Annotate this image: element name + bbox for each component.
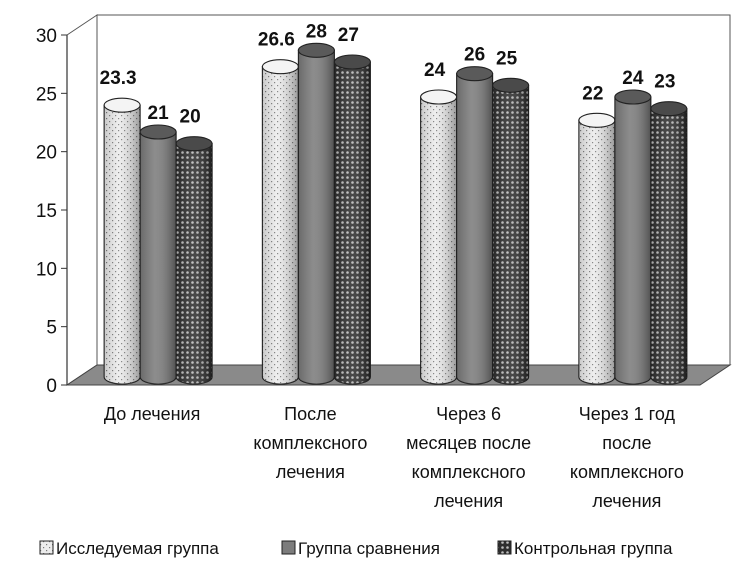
bar-shading [298,50,335,384]
bar-s1-c1 [103,97,141,385]
value-label-s2-c2: 28 [306,21,327,42]
legend-item-3: Контрольная группа [497,539,673,558]
legend-label: Группа сравнения [298,539,440,558]
y-tick-label: 25 [36,84,57,105]
y-tick-label: 15 [36,201,57,222]
bar-shading [614,97,651,384]
legend-item-1: Исследуемая группа [39,539,219,558]
legend-swatch [39,540,54,555]
bar-shading [176,143,213,384]
bar-top [578,112,616,128]
legend-label: Исследуемая группа [56,539,219,558]
value-label-s3-c4: 23 [654,72,675,93]
bar-top [650,101,688,117]
bar-top [456,66,494,82]
y-tick-label: 0 [46,376,57,397]
value-label-s3-c2: 27 [338,25,359,46]
value-labels: 23.3 21 20 26.6 28 27 24 26 25 22 24 23 [100,21,676,127]
bar-top [261,59,299,75]
legend-swatch [281,540,296,555]
y-tick-label: 5 [46,318,57,339]
bar-top [420,89,458,105]
value-label-s2-c3: 26 [464,45,485,66]
bar-shading [262,66,299,385]
value-label-s1-c4: 22 [582,83,603,104]
bar-shading [140,132,177,384]
value-label-s2-c4: 24 [622,68,644,89]
bar-s2-c2 [297,42,335,385]
value-label-s1-c2: 26.6 [258,30,295,51]
bar-top [103,97,141,113]
x-category-label-1: До лечения [104,404,200,424]
value-label-s1-c3: 24 [424,60,446,81]
y-tick-label: 10 [36,259,57,280]
bar-shading [650,108,687,385]
bar-top [139,124,177,140]
bar-s3-c2 [333,54,371,385]
x-category-label-2: После комплексного лечения [253,404,367,482]
bars [103,42,688,385]
bar-s2-c3 [456,66,494,385]
bar-shading [492,85,529,384]
legend-label: Контрольная группа [514,539,673,558]
value-label-s3-c3: 25 [496,48,518,69]
bar-top [614,89,652,105]
bar-top [175,136,213,152]
bar-s3-c4 [650,101,688,385]
bar-s3-c1 [175,136,213,385]
legend: Исследуемая группа Группа сравнения Контро… [39,539,673,558]
legend-swatch [497,540,512,555]
x-axis-labels: До лечения После комплексного лечения Через … [104,404,684,511]
value-label-s1-c1: 23.3 [100,68,137,89]
bar-s1-c2 [261,59,299,385]
bar-s1-c4 [578,112,616,385]
value-label-s2-c1: 21 [148,103,170,124]
side-wall [66,14,98,386]
value-label-s3-c1: 20 [180,107,201,128]
bar-s3-c3 [492,77,530,385]
bar-s2-c4 [614,89,652,385]
y-axis: 0 5 10 15 20 25 30 [36,26,68,397]
x-category-label-4: Через 1 год после комплексного лечения [570,404,684,511]
bar-s2-c1 [139,124,177,385]
legend-item-2: Группа сравнения [281,539,440,558]
bar-shading [420,97,457,384]
bar-top [297,42,335,58]
bar-top [492,77,530,93]
bar-shading [104,105,141,385]
bar-shading [334,62,371,384]
bar-shading [578,120,615,384]
y-tick-label: 30 [36,26,57,47]
x-category-label-3: Через 6 месяцев после комплексного лечения [406,404,531,511]
floor [65,364,732,386]
bar-top [333,54,371,70]
bar-s1-c3 [420,89,458,385]
y-tick-label: 20 [36,143,57,164]
bar-shading [456,73,493,385]
